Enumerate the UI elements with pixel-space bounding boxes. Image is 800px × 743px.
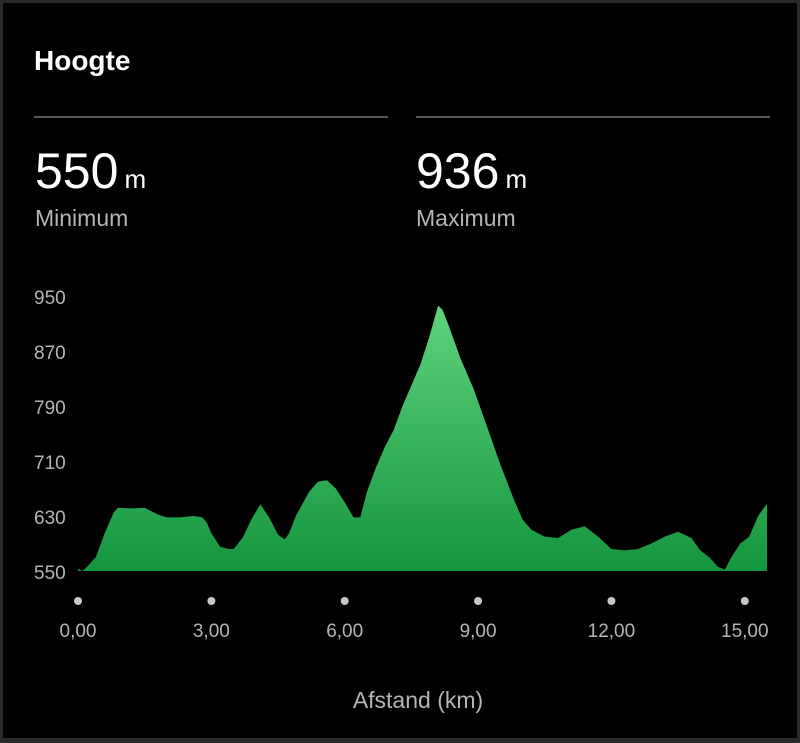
- x-tick-label: 3,00: [193, 621, 230, 642]
- y-tick-label: 630: [34, 508, 66, 529]
- plot-area: [78, 305, 767, 571]
- x-tick-label: 0,00: [60, 621, 97, 642]
- y-axis: 550 630 710 790 870 950: [34, 288, 66, 584]
- minimum-value: 550: [35, 143, 119, 199]
- x-tick-dot: [607, 597, 616, 605]
- minimum-label: Minimum: [35, 205, 129, 231]
- x-tick-label: 15,00: [721, 621, 769, 642]
- y-tick-label: 790: [34, 398, 66, 419]
- x-tick-dot: [474, 597, 483, 605]
- y-tick-label: 710: [34, 453, 66, 474]
- x-tick-label: 9,00: [460, 621, 497, 642]
- x-tick-dot: [740, 597, 749, 605]
- elevation-area-series: [78, 305, 767, 571]
- minimum-unit: m: [124, 164, 147, 194]
- maximum-unit: m: [505, 164, 528, 194]
- x-tick-label: 6,00: [326, 621, 363, 642]
- elevation-chart: 550 630 710 790 870 950 0,00 3,00 6,00 9,00 12,00…: [34, 288, 769, 713]
- x-tick-label: 12,00: [588, 621, 636, 642]
- divider-left: [34, 116, 388, 118]
- x-axis-title: Afstand (km): [353, 687, 483, 713]
- maximum-label: Maximum: [416, 205, 516, 231]
- card-title: Hoogte: [34, 45, 131, 76]
- maximum-value: 936: [416, 143, 500, 199]
- x-axis: 0,00 3,00 6,00 9,00 12,00 15,00: [60, 597, 769, 642]
- y-tick-label: 950: [34, 288, 66, 309]
- minimum-stat: 550 m Minimum: [35, 143, 146, 232]
- y-tick-label: 870: [34, 343, 66, 364]
- elevation-card: Hoogte 550 m Minimum 936 m Maximum 550 630 7…: [3, 3, 797, 738]
- divider-right: [416, 116, 770, 118]
- x-tick-dot: [207, 597, 216, 605]
- maximum-stat: 936 m Maximum: [416, 143, 527, 232]
- x-tick-dot: [74, 597, 82, 605]
- y-tick-label: 550: [34, 563, 66, 584]
- x-tick-dot: [340, 597, 349, 605]
